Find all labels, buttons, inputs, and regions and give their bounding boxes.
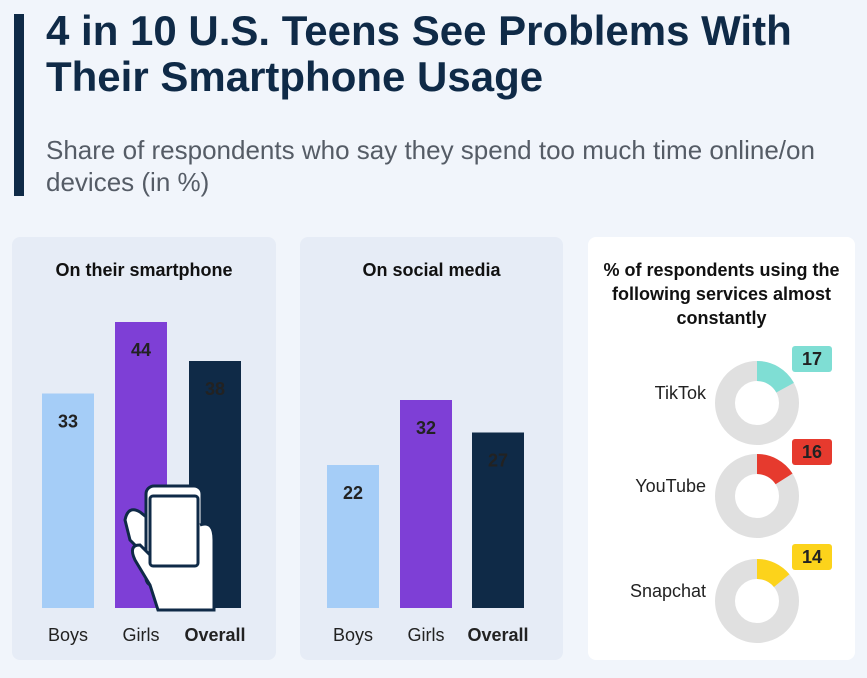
value-label: 16 <box>802 442 822 462</box>
accent-bar <box>14 14 24 196</box>
category-label: YouTube <box>635 476 706 496</box>
value-label: 27 <box>488 450 508 470</box>
category-label: TikTok <box>655 383 707 403</box>
category-label: Boys <box>48 625 88 645</box>
category-label: Girls <box>123 625 160 645</box>
bar <box>472 432 524 608</box>
donut-segment <box>715 361 799 445</box>
category-label: Overall <box>467 625 528 645</box>
bar <box>42 393 94 608</box>
value-label: 14 <box>802 547 822 567</box>
value-badge <box>792 439 832 465</box>
value-label: 17 <box>802 349 822 369</box>
bar <box>400 400 452 608</box>
panel-title: % of respondents using the following ser… <box>603 260 840 328</box>
value-badge <box>792 346 832 372</box>
donut-segment <box>715 454 799 538</box>
donut-segment <box>715 559 799 643</box>
category-label: Overall <box>184 625 245 645</box>
phone-icon <box>123 484 216 612</box>
category-label: Boys <box>333 625 373 645</box>
title: 4 in 10 U.S. Teens See Problems With The… <box>46 7 792 100</box>
value-label: 32 <box>416 418 436 438</box>
category-label: Girls <box>408 625 445 645</box>
panel-title: On social media <box>362 260 501 280</box>
bar <box>327 465 379 608</box>
value-badge <box>792 544 832 570</box>
value-label: 38 <box>205 379 225 399</box>
value-label: 33 <box>58 411 78 431</box>
category-label: Snapchat <box>630 581 706 601</box>
value-label: 22 <box>343 483 363 503</box>
subtitle: Share of respondents who say they spend … <box>46 135 815 197</box>
panel-title: On their smartphone <box>55 260 233 280</box>
value-label: 44 <box>131 340 151 360</box>
